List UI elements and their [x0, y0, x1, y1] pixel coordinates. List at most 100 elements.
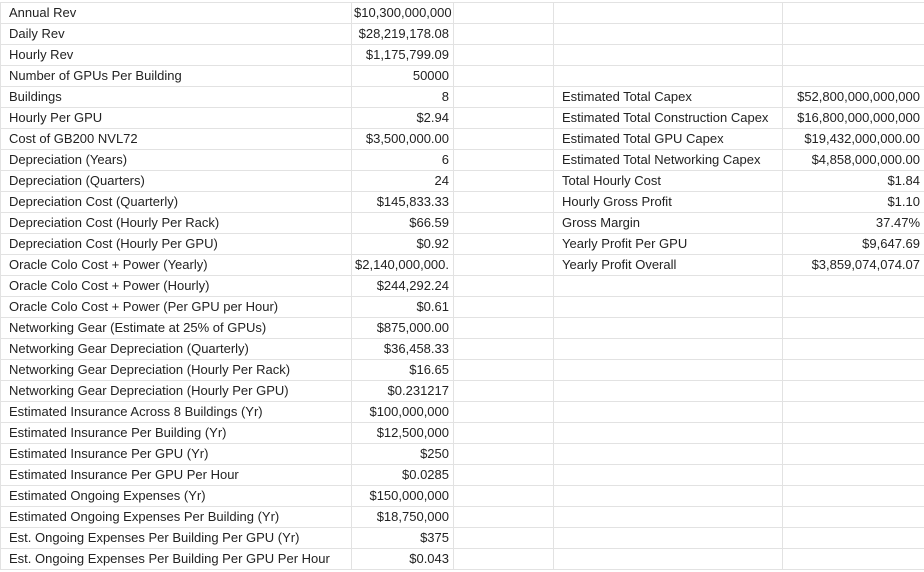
empty-cell[interactable]	[554, 276, 783, 297]
empty-cell[interactable]	[454, 24, 554, 45]
row-value[interactable]: 50000	[352, 66, 454, 87]
row-label[interactable]: Networking Gear Depreciation (Hourly Per…	[1, 360, 352, 381]
summary-label[interactable]: Estimated Total GPU Capex	[554, 129, 783, 150]
row-label[interactable]: Buildings	[1, 87, 352, 108]
summary-label[interactable]: Total Hourly Cost	[554, 171, 783, 192]
row-value[interactable]: $0.92	[352, 234, 454, 255]
empty-cell[interactable]	[454, 213, 554, 234]
empty-cell[interactable]	[454, 171, 554, 192]
row-value[interactable]: $10,300,000,000	[352, 3, 454, 24]
empty-cell[interactable]	[454, 423, 554, 444]
row-label[interactable]: Estimated Insurance Per GPU Per Hour	[1, 465, 352, 486]
empty-cell[interactable]	[783, 360, 924, 381]
row-value[interactable]: $145,833.33	[352, 192, 454, 213]
empty-cell[interactable]	[454, 255, 554, 276]
empty-cell[interactable]	[454, 3, 554, 24]
summary-value[interactable]: $1.10	[783, 192, 924, 213]
empty-cell[interactable]	[554, 549, 783, 570]
empty-cell[interactable]	[783, 3, 924, 24]
empty-cell[interactable]	[783, 297, 924, 318]
empty-cell[interactable]	[454, 45, 554, 66]
row-value[interactable]: 24	[352, 171, 454, 192]
row-label[interactable]: Estimated Ongoing Expenses (Yr)	[1, 486, 352, 507]
empty-cell[interactable]	[454, 507, 554, 528]
row-value[interactable]: $66.59	[352, 213, 454, 234]
row-label[interactable]: Hourly Per GPU	[1, 108, 352, 129]
row-label[interactable]: Networking Gear Depreciation (Quarterly)	[1, 339, 352, 360]
row-label[interactable]: Cost of GB200 NVL72	[1, 129, 352, 150]
empty-cell[interactable]	[783, 276, 924, 297]
empty-cell[interactable]	[783, 444, 924, 465]
row-label[interactable]: Estimated Insurance Across 8 Buildings (…	[1, 402, 352, 423]
empty-cell[interactable]	[454, 339, 554, 360]
empty-cell[interactable]	[554, 318, 783, 339]
empty-cell[interactable]	[783, 465, 924, 486]
empty-cell[interactable]	[454, 150, 554, 171]
row-value[interactable]: $0.043	[352, 549, 454, 570]
row-value[interactable]: $28,219,178.08	[352, 24, 454, 45]
summary-value[interactable]: $3,859,074,074.07	[783, 255, 924, 276]
empty-cell[interactable]	[454, 465, 554, 486]
row-value[interactable]: $0.0285	[352, 465, 454, 486]
empty-cell[interactable]	[554, 3, 783, 24]
empty-cell[interactable]	[454, 129, 554, 150]
row-value[interactable]: $2.94	[352, 108, 454, 129]
empty-cell[interactable]	[554, 297, 783, 318]
row-value[interactable]: $875,000.00	[352, 318, 454, 339]
row-label[interactable]: Depreciation Cost (Hourly Per GPU)	[1, 234, 352, 255]
row-label[interactable]: Estimated Insurance Per Building (Yr)	[1, 423, 352, 444]
row-value[interactable]: $36,458.33	[352, 339, 454, 360]
row-value[interactable]: 8	[352, 87, 454, 108]
empty-cell[interactable]	[454, 297, 554, 318]
empty-cell[interactable]	[783, 24, 924, 45]
empty-cell[interactable]	[554, 24, 783, 45]
row-label[interactable]: Oracle Colo Cost + Power (Hourly)	[1, 276, 352, 297]
empty-cell[interactable]	[554, 444, 783, 465]
empty-cell[interactable]	[554, 486, 783, 507]
row-label[interactable]: Depreciation Cost (Quarterly)	[1, 192, 352, 213]
row-label[interactable]: Oracle Colo Cost + Power (Yearly)	[1, 255, 352, 276]
empty-cell[interactable]	[454, 87, 554, 108]
row-value[interactable]: $12,500,000	[352, 423, 454, 444]
empty-cell[interactable]	[454, 528, 554, 549]
row-label[interactable]: Oracle Colo Cost + Power (Per GPU per Ho…	[1, 297, 352, 318]
row-value[interactable]: 6	[352, 150, 454, 171]
empty-cell[interactable]	[783, 486, 924, 507]
row-value[interactable]: $250	[352, 444, 454, 465]
empty-cell[interactable]	[783, 339, 924, 360]
summary-value[interactable]: $1.84	[783, 171, 924, 192]
summary-value[interactable]: $52,800,000,000,000	[783, 87, 924, 108]
row-value[interactable]: $0.61	[352, 297, 454, 318]
empty-cell[interactable]	[554, 339, 783, 360]
empty-cell[interactable]	[454, 360, 554, 381]
row-label[interactable]: Number of GPUs Per Building	[1, 66, 352, 87]
empty-cell[interactable]	[554, 381, 783, 402]
row-label[interactable]: Annual Rev	[1, 3, 352, 24]
row-value[interactable]: $100,000,000	[352, 402, 454, 423]
row-label[interactable]: Est. Ongoing Expenses Per Building Per G…	[1, 528, 352, 549]
empty-cell[interactable]	[454, 549, 554, 570]
row-label[interactable]: Depreciation (Years)	[1, 150, 352, 171]
empty-cell[interactable]	[454, 234, 554, 255]
empty-cell[interactable]	[454, 318, 554, 339]
row-label[interactable]: Depreciation Cost (Hourly Per Rack)	[1, 213, 352, 234]
empty-cell[interactable]	[783, 45, 924, 66]
empty-cell[interactable]	[454, 276, 554, 297]
row-value[interactable]: $18,750,000	[352, 507, 454, 528]
empty-cell[interactable]	[554, 465, 783, 486]
summary-value[interactable]: $9,647.69	[783, 234, 924, 255]
row-value[interactable]: $150,000,000	[352, 486, 454, 507]
row-value[interactable]: $16.65	[352, 360, 454, 381]
row-label[interactable]: Networking Gear Depreciation (Hourly Per…	[1, 381, 352, 402]
row-value[interactable]: $244,292.24	[352, 276, 454, 297]
empty-cell[interactable]	[783, 318, 924, 339]
row-label[interactable]: Estimated Insurance Per GPU (Yr)	[1, 444, 352, 465]
row-value[interactable]: $0.231217	[352, 381, 454, 402]
row-label[interactable]: Est. Ongoing Expenses Per Building Per G…	[1, 549, 352, 570]
summary-label[interactable]: Yearly Profit Per GPU	[554, 234, 783, 255]
row-label[interactable]: Estimated Ongoing Expenses Per Building …	[1, 507, 352, 528]
row-value[interactable]: $375	[352, 528, 454, 549]
summary-value[interactable]: $19,432,000,000.00	[783, 129, 924, 150]
summary-label[interactable]: Gross Margin	[554, 213, 783, 234]
row-value[interactable]: $1,175,799.09	[352, 45, 454, 66]
